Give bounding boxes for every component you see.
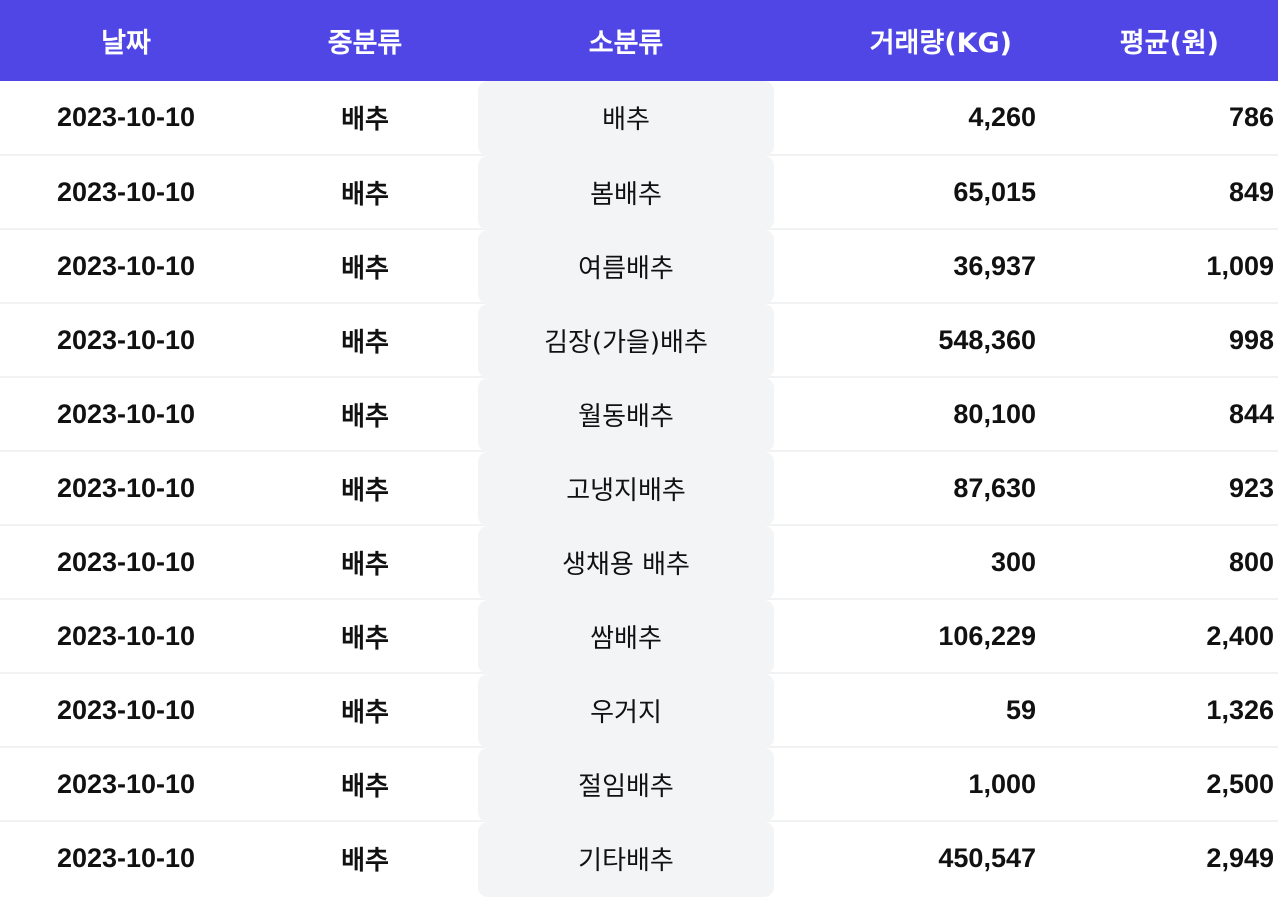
- sub-category-label: 기타배추: [578, 846, 674, 876]
- sub-category-label: 배추: [602, 105, 650, 135]
- cell-sub-category: 기타배추: [478, 821, 774, 897]
- sub-category-chip: [478, 452, 774, 526]
- cell-average-price: 2,500: [1206, 768, 1274, 799]
- cell-mid-category: 배추: [341, 179, 389, 210]
- cell-date: 2023-10-10: [56, 694, 196, 725]
- cell-mid-category: 배추: [341, 697, 389, 728]
- sub-category-chip: [478, 378, 774, 452]
- table-row: 2023-10-10 배추 여름배추 36,937 1,009: [0, 229, 1278, 304]
- cell-average-price: 998: [1228, 324, 1274, 355]
- table-row: 2023-10-10 배추 쌈배추 106,229 2,400: [0, 599, 1278, 674]
- cell-average-price: 923: [1228, 472, 1274, 503]
- cell-sub-category: 쌈배추: [478, 599, 774, 674]
- column-header-sub-category[interactable]: 소분류: [588, 28, 664, 59]
- cell-volume: 106,229: [938, 620, 1036, 651]
- sub-category-chip: [478, 822, 774, 897]
- cell-mid-category: 배추: [341, 105, 389, 135]
- cell-date: 2023-10-10: [56, 843, 196, 873]
- cell-mid-category: 배추: [341, 771, 389, 802]
- cell-average-price: 849: [1228, 176, 1274, 207]
- cell-date: 2023-10-10: [56, 324, 196, 355]
- cell-volume: 80,100: [953, 398, 1036, 429]
- cell-mid-category: 배추: [341, 846, 389, 876]
- sub-category-label: 여름배추: [578, 253, 674, 284]
- table-row: 2023-10-10 배추 김장(가을)배추 548,360 998: [0, 303, 1278, 378]
- sub-category-chip: [478, 81, 774, 156]
- cell-sub-category: 김장(가을)배추: [478, 303, 774, 378]
- cell-volume: 36,937: [953, 250, 1036, 281]
- cell-date: 2023-10-10: [56, 250, 196, 281]
- sub-category-chip: [478, 674, 774, 748]
- table-row: 2023-10-10 배추 우거지 59 1,326: [0, 673, 1278, 748]
- cell-volume: 1,000: [968, 768, 1036, 799]
- cell-average-price: 1,326: [1206, 694, 1274, 725]
- cell-volume: 548,360: [938, 324, 1036, 355]
- sub-category-label: 절임배추: [578, 771, 674, 802]
- table-header: 날짜 중분류 소분류 거래량(KG) 평균(원): [0, 0, 1278, 81]
- sub-category-chip: [478, 600, 774, 674]
- column-header-date[interactable]: 날짜: [101, 28, 151, 59]
- cell-volume: 4,260: [968, 102, 1036, 132]
- table-row: 2023-10-10 배추 고냉지배추 87,630 923: [0, 451, 1278, 526]
- table-row: 2023-10-10 배추 봄배추 65,015 849: [0, 155, 1278, 230]
- cell-mid-category: 배추: [341, 401, 389, 432]
- cell-average-price: 844: [1228, 398, 1274, 429]
- sub-category-label: 우거지: [590, 697, 662, 728]
- cell-mid-category: 배추: [341, 623, 389, 654]
- sub-category-label: 고냉지배추: [566, 475, 686, 506]
- cell-date: 2023-10-10: [56, 176, 196, 207]
- sub-category-chip: [478, 304, 774, 378]
- cell-date: 2023-10-10: [56, 398, 196, 429]
- cell-date: 2023-10-10: [56, 546, 196, 577]
- cell-average-price: 1,009: [1206, 250, 1274, 281]
- cell-mid-category: 배추: [341, 253, 389, 284]
- table-row: 2023-10-10 배추 배추 4,260 786: [0, 81, 1278, 156]
- table-row: 2023-10-10 배추 기타배추 450,547 2,949: [0, 821, 1278, 897]
- cell-sub-category: 절임배추: [478, 747, 774, 822]
- table-body: 2023-10-10 배추 배추 4,260 786 2023-10-10 배추…: [0, 81, 1278, 897]
- cell-mid-category: 배추: [341, 549, 389, 580]
- sub-category-chip: [478, 748, 774, 822]
- cell-volume: 300: [990, 546, 1036, 577]
- sub-category-chip: [478, 156, 774, 230]
- sub-category-label: 생채용 배추: [562, 549, 690, 580]
- cell-average-price: 2,400: [1206, 620, 1274, 651]
- table-row: 2023-10-10 배추 월동배추 80,100 844: [0, 377, 1278, 452]
- header-row: 날짜 중분류 소분류 거래량(KG) 평균(원): [0, 0, 1278, 81]
- cell-mid-category: 배추: [341, 327, 389, 358]
- cell-mid-category: 배추: [341, 475, 389, 506]
- cell-sub-category: 여름배추: [478, 229, 774, 304]
- cell-date: 2023-10-10: [56, 768, 196, 799]
- cell-average-price: 2,949: [1206, 843, 1274, 873]
- cell-sub-category: 배추: [478, 81, 774, 156]
- cell-sub-category: 월동배추: [478, 377, 774, 452]
- sub-category-label: 김장(가을)배추: [544, 327, 708, 358]
- cell-average-price: 786: [1228, 102, 1274, 132]
- cell-sub-category: 봄배추: [478, 155, 774, 230]
- table-row: 2023-10-10 배추 생채용 배추 300 800: [0, 525, 1278, 600]
- cell-average-price: 800: [1228, 546, 1274, 577]
- sub-category-chip: [478, 526, 774, 600]
- column-header-volume[interactable]: 거래량(KG): [869, 28, 1012, 59]
- cell-sub-category: 생채용 배추: [478, 525, 774, 600]
- sub-category-label: 쌈배추: [590, 623, 662, 654]
- sub-category-label: 월동배추: [578, 401, 674, 432]
- column-header-mid-category[interactable]: 중분류: [327, 28, 403, 59]
- cell-volume: 65,015: [953, 176, 1036, 207]
- table-row: 2023-10-10 배추 절임배추 1,000 2,500: [0, 747, 1278, 822]
- cell-sub-category: 우거지: [478, 673, 774, 748]
- column-header-average-price[interactable]: 평균(원): [1119, 28, 1219, 59]
- cell-volume: 59: [1005, 694, 1036, 725]
- cell-sub-category: 고냉지배추: [478, 451, 774, 526]
- cell-volume: 450,547: [938, 843, 1036, 873]
- sub-category-chip: [478, 230, 774, 304]
- cell-date: 2023-10-10: [56, 472, 196, 503]
- cell-volume: 87,630: [953, 472, 1036, 503]
- cell-date: 2023-10-10: [56, 102, 196, 132]
- sub-category-label: 봄배추: [590, 179, 662, 210]
- cell-date: 2023-10-10: [56, 620, 196, 651]
